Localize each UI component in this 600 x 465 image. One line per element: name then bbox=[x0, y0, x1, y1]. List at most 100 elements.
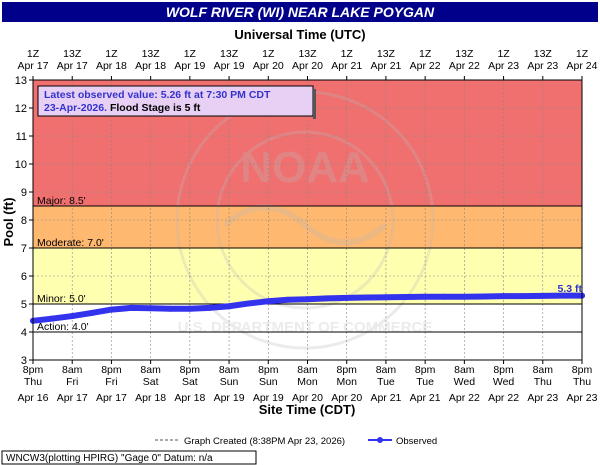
bottom-tick-day: Mon bbox=[336, 376, 357, 388]
top-tick-time: 13Z bbox=[63, 48, 82, 60]
info-box bbox=[37, 85, 314, 117]
watermark-wave bbox=[223, 204, 387, 246]
series-point bbox=[88, 309, 95, 316]
series-point bbox=[226, 303, 233, 310]
bottom-tick-time: 8pm bbox=[180, 364, 201, 376]
bottom-tick-date: Apr 21 bbox=[410, 392, 441, 404]
top-axis-title: Universal Time (UTC) bbox=[234, 27, 365, 42]
series-point bbox=[363, 294, 370, 301]
bottom-tick-day: Wed bbox=[454, 376, 476, 388]
band-label-minor: Minor: 5.0' bbox=[37, 293, 86, 305]
bottom-tick-date: Apr 17 bbox=[57, 392, 88, 404]
bottom-tick-date: Apr 23 bbox=[527, 392, 558, 404]
bottom-tick-date: Apr 19 bbox=[253, 392, 284, 404]
top-tick-date: Apr 18 bbox=[96, 60, 127, 72]
title-banner bbox=[2, 2, 598, 22]
bottom-tick-day: Fri bbox=[66, 376, 78, 388]
y-axis-title: Pool (ft) bbox=[1, 197, 16, 246]
bottom-tick-date: Apr 22 bbox=[488, 392, 519, 404]
top-tick-time: 1Z bbox=[497, 48, 510, 60]
top-tick-time: 1Z bbox=[341, 48, 354, 60]
series-point bbox=[304, 296, 311, 303]
series-point bbox=[324, 295, 331, 302]
bottom-tick-time: 8pm bbox=[101, 364, 122, 376]
top-tick-time: 1Z bbox=[184, 48, 197, 60]
chart-title: WOLF RIVER (WI) NEAR LAKE POYGAN bbox=[166, 4, 435, 20]
series-point bbox=[520, 293, 527, 300]
bottom-tick-date: Apr 18 bbox=[135, 392, 166, 404]
legend-observed: Observed bbox=[396, 436, 437, 447]
series-point bbox=[382, 294, 389, 301]
band-label-major: Major: 8.5' bbox=[37, 195, 86, 207]
series-point bbox=[402, 294, 409, 300]
bottom-tick-date: Apr 16 bbox=[18, 392, 49, 404]
bottom-tick-time: 8pm bbox=[336, 364, 357, 376]
top-tick-time: 13Z bbox=[220, 48, 239, 60]
watermark-bottom-text: U.S. DEPARTMENT OF COMMERCE bbox=[178, 319, 433, 336]
y-tick-label: 11 bbox=[16, 131, 27, 143]
info-flood-stage: Flood Stage is 5 ft bbox=[107, 102, 201, 114]
bottom-tick-time: 8pm bbox=[258, 364, 279, 376]
bottom-tick-day: Thu bbox=[24, 376, 42, 388]
bottom-tick-day: Tue bbox=[377, 376, 395, 388]
bottom-tick-day: Sun bbox=[220, 376, 239, 388]
series-point bbox=[108, 306, 115, 313]
bottom-tick-date: Apr 20 bbox=[292, 392, 323, 404]
series-point bbox=[245, 300, 252, 307]
watermark-logo: NOAA bbox=[240, 143, 370, 192]
top-tick-date: Apr 24 bbox=[567, 60, 598, 72]
series-point bbox=[422, 293, 429, 300]
series-point bbox=[441, 293, 448, 300]
series-point bbox=[343, 294, 350, 301]
bottom-tick-time: 8am bbox=[62, 364, 83, 376]
series-point bbox=[147, 305, 154, 312]
top-tick-time: 13Z bbox=[298, 48, 317, 60]
grid-lines bbox=[33, 80, 582, 360]
bottom-tick-time: 8pm bbox=[415, 364, 436, 376]
series-point bbox=[559, 292, 566, 299]
series-point bbox=[265, 298, 272, 305]
top-tick-time: 13Z bbox=[455, 48, 474, 60]
bottom-tick-time: 8am bbox=[219, 364, 240, 376]
y-tick-label: 9 bbox=[21, 187, 27, 199]
bottom-tick-time: 8pm bbox=[493, 364, 514, 376]
top-tick-time: 1Z bbox=[262, 48, 275, 60]
band-label-moderate: Moderate: 7.0' bbox=[37, 237, 104, 249]
y-tick-label: 3 bbox=[21, 355, 27, 367]
bottom-tick-time: 8pm bbox=[23, 364, 44, 376]
bottom-tick-time: 8pm bbox=[572, 364, 593, 376]
bottom-axis-title: Site Time (CDT) bbox=[259, 402, 356, 417]
observed-series bbox=[30, 292, 585, 324]
y-tick-label: 13 bbox=[15, 75, 27, 87]
top-tick-time: 13Z bbox=[142, 48, 161, 60]
series-point bbox=[461, 293, 468, 300]
y-tick-label: 12 bbox=[15, 103, 27, 115]
bottom-tick-time: 8am bbox=[376, 364, 397, 376]
top-tick-time: 13Z bbox=[534, 48, 553, 60]
bottom-tick-day: Mon bbox=[297, 376, 318, 388]
band-labels: Major: 8.5' Moderate: 7.0' Minor: 5.0' Acti… bbox=[37, 195, 104, 333]
y-tick-label: 4 bbox=[21, 327, 27, 339]
bottom-tick-date: Apr 17 bbox=[96, 392, 127, 404]
bottom-tick-day: Thu bbox=[573, 376, 591, 388]
top-tick-date: Apr 19 bbox=[174, 60, 205, 72]
top-tick-date: Apr 22 bbox=[449, 60, 480, 72]
bottom-tick-day: Sat bbox=[143, 376, 159, 388]
bottom-tick-date: Apr 18 bbox=[174, 392, 205, 404]
y-tick-label: 7 bbox=[21, 243, 27, 255]
top-tick-date: Apr 18 bbox=[135, 60, 166, 72]
bottom-tick-date: Apr 21 bbox=[370, 392, 401, 404]
series-point bbox=[500, 293, 507, 300]
bottom-tick-time: 8am bbox=[454, 364, 475, 376]
footer-text: WNCW3(plotting HPIRG) "Gage 0" Datum: n/… bbox=[6, 453, 213, 464]
top-tick-date: Apr 23 bbox=[488, 60, 519, 72]
top-tick-date: Apr 19 bbox=[214, 60, 245, 72]
series-point bbox=[539, 292, 546, 299]
top-tick-date: Apr 23 bbox=[527, 60, 558, 72]
top-tick-date: Apr 21 bbox=[370, 60, 401, 72]
top-tick-time: 13Z bbox=[377, 48, 396, 60]
top-tick-time: 1Z bbox=[27, 48, 40, 60]
info-date: 23-Apr-2026. bbox=[44, 102, 107, 114]
